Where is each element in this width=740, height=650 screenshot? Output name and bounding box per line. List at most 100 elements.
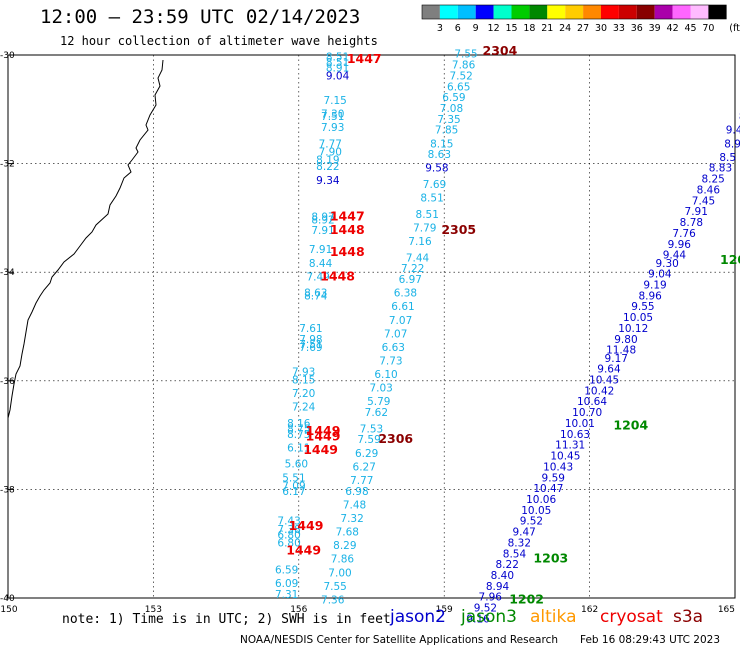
wave-height-point: 7.98 [299, 334, 322, 346]
wave-height-point: 7.53 [360, 423, 383, 435]
wave-height-point: 8.51 [416, 209, 439, 221]
wave-height-point: 7.59 [357, 434, 380, 446]
wave-height-point: 8.63 [304, 288, 327, 300]
lon-label: 153 [145, 605, 162, 615]
wave-height-point: 8.96 [638, 290, 662, 302]
wave-height-point: 9.16 [466, 613, 490, 625]
wave-height-point: 8.15 [292, 375, 315, 387]
pass-time-label: 1447 [347, 51, 382, 66]
lon-label: 156 [290, 605, 307, 615]
legend-tick: 42 [667, 23, 679, 34]
pass-time-label: 2306 [378, 431, 413, 446]
wave-height-point: 6.98 [345, 486, 368, 498]
wave-height-point: 7.52 [449, 70, 472, 82]
wave-height-point: 10.43 [543, 461, 573, 473]
wave-height-point: 7.91 [309, 244, 332, 256]
wave-height-point: 8.44 [309, 258, 333, 270]
wave-height-point: 6.61 [391, 301, 414, 313]
wave-height-point: 7.20 [292, 388, 315, 400]
wave-height-point: 8.74 [304, 290, 328, 302]
legend-swatch [475, 5, 494, 19]
legend-swatches [421, 4, 727, 20]
wave-height-point: 9.55 [631, 301, 654, 313]
wave-height-point: 7.76 [672, 228, 696, 240]
wave-height-point: 7.15 [323, 95, 346, 107]
wave-height-point: 7.24 [292, 402, 316, 414]
lat-label: -40 [0, 594, 15, 604]
satellite-s3a: s3a [673, 607, 704, 627]
wave-height-point: 8.51 [326, 57, 349, 69]
wave-height-point: 9.64 [597, 364, 621, 376]
wave-height-point: 10.70 [572, 407, 602, 419]
page-title: 12:00 – 23:59 UTC 02/14/2023 [40, 6, 361, 28]
pass-time-label: 1449 [286, 543, 321, 558]
pass-time-labels: 1447144714481448144814491449144914491449… [286, 43, 740, 606]
wave-height-point: 7.45 [692, 195, 715, 207]
legend-tick: 33 [613, 23, 625, 34]
wave-height-point: 5.51 [282, 472, 305, 484]
wave-height-point: 8.16 [287, 418, 311, 430]
wave-height-point: 7.31 [275, 589, 298, 601]
wave-height-point: 8.92 [311, 214, 334, 226]
wave-height-point: 8.40 [491, 570, 514, 582]
wave-height-point: 7.00 [328, 567, 351, 579]
legend-tick: 30 [595, 23, 607, 34]
wave-height-point: 5.60 [285, 459, 308, 471]
wave-height-point: 10.12 [618, 323, 648, 335]
wave-height-point: 6.80 [277, 529, 300, 541]
wave-height-point: 9.04 [326, 70, 350, 82]
legend-swatch [618, 5, 637, 19]
wave-height-point: 7.86 [452, 60, 476, 72]
wave-height-point: 10.01 [565, 418, 595, 430]
legend-tick: 21 [541, 23, 553, 34]
wave-height-point: 7.07 [389, 315, 412, 327]
legend-swatch [493, 5, 512, 19]
wave-height-point: 8.46 [697, 184, 721, 196]
wave-height-point: 9.44 [663, 250, 687, 262]
lon-label: 150 [0, 605, 17, 615]
legend-swatch [654, 5, 673, 19]
wave-height-point: 9.04 [648, 269, 672, 281]
wave-height-point: 6.63 [382, 342, 405, 354]
wave-height-point: 8.83 [709, 163, 732, 175]
wave-height-point: 9.17 [605, 353, 628, 365]
wave-height-point: 9.80 [614, 334, 637, 346]
wave-height-point: 7.22 [401, 263, 424, 275]
credit-line: NOAA/NESDIS Center for Satellite Applica… [240, 634, 558, 646]
map-frame [7, 54, 736, 599]
wave-height-point: 5.79 [367, 396, 390, 408]
wave-height-point: 6.59 [442, 92, 465, 104]
wave-height-point: 10.42 [584, 385, 614, 397]
wave-height-point: 6.65 [447, 81, 470, 93]
wave-height-point: 7.96 [479, 592, 503, 604]
wave-height-point: 6.17 [282, 486, 305, 498]
wave-height-point: 7.69 [299, 342, 322, 354]
wave-height-point: 8.22 [496, 559, 519, 571]
legend-tick: 18 [523, 23, 535, 34]
wave-height-point: 7.43 [277, 516, 300, 528]
lon-label: 165 [718, 605, 735, 615]
legend-swatch [690, 5, 709, 19]
pass-time-label: 1205 [720, 252, 740, 267]
lat-label: -34 [0, 268, 15, 278]
legend-unit: (ft) [729, 23, 740, 34]
wave-height-point: 8.22 [316, 161, 339, 173]
wave-height-point: 8.32 [508, 537, 531, 549]
lon-label: 159 [436, 605, 453, 615]
legend-swatch [511, 5, 530, 19]
pass-time-label: 1449 [303, 442, 338, 457]
wave-height-point: 8.75 [287, 429, 310, 441]
legend-swatch [601, 5, 619, 19]
satellite-cryosat: cryosat [600, 607, 663, 627]
satellite-jason2: jason2 [390, 607, 446, 627]
legend-swatch [565, 5, 584, 19]
wave-height-point: 7.49 [306, 271, 329, 283]
legend-tick: 9 [473, 23, 479, 34]
wave-height-point: 10.06 [526, 494, 556, 506]
legend-swatch [439, 5, 458, 19]
longitude-labels: 150 153 156 159 162 165 [0, 605, 735, 615]
legend-tick: 39 [649, 23, 661, 34]
